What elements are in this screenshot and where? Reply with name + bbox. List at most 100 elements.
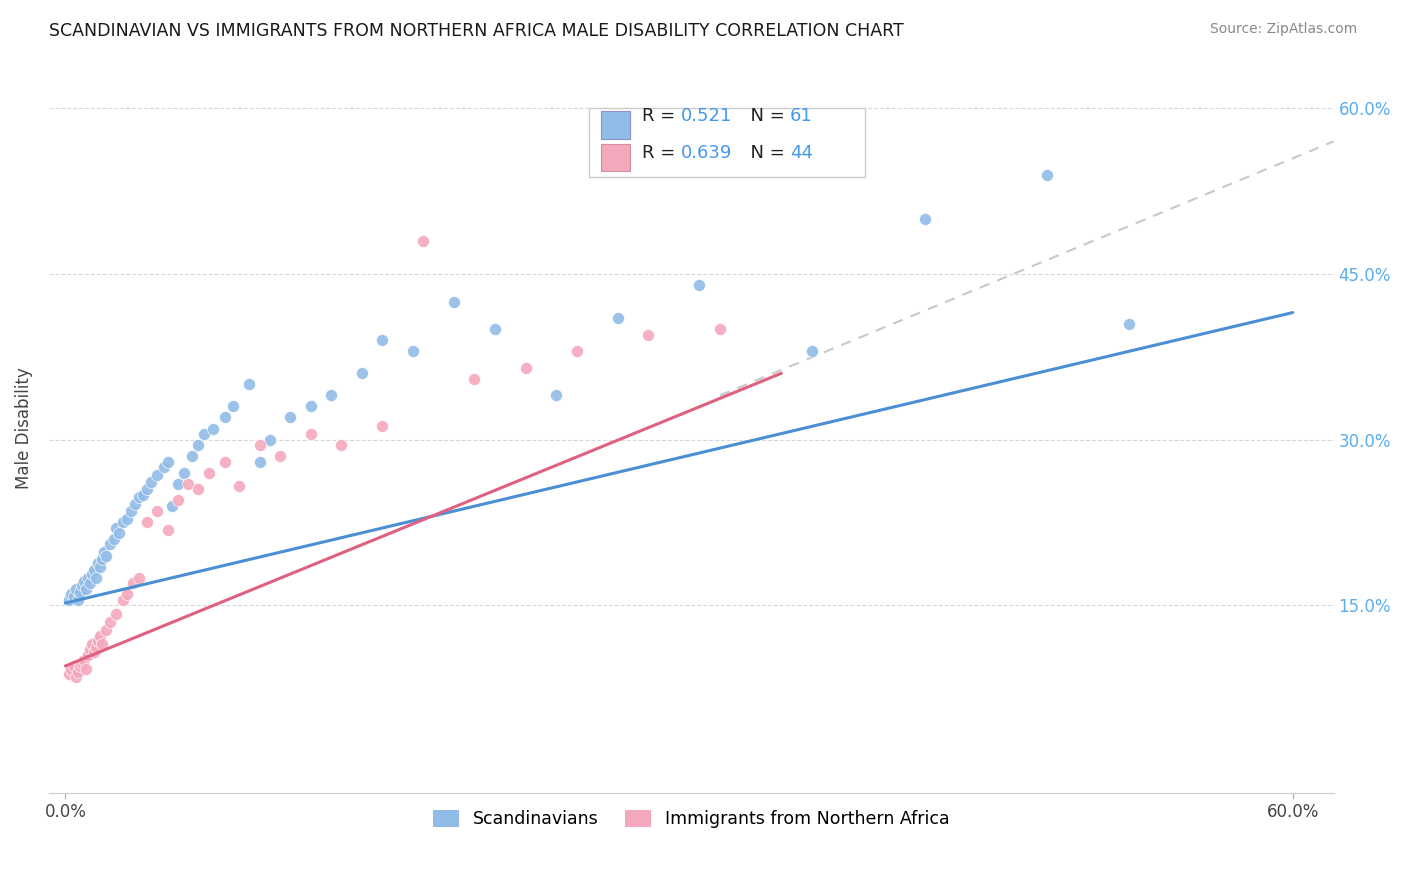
Point — [115, 512, 138, 526]
Point — [689, 277, 711, 292]
Point — [120, 504, 142, 518]
Text: R =: R = — [643, 145, 682, 162]
Point — [136, 483, 159, 497]
Point — [96, 623, 118, 637]
Point — [156, 523, 179, 537]
Point — [546, 388, 568, 402]
Point — [515, 360, 537, 375]
Point — [66, 592, 89, 607]
Point — [62, 659, 84, 673]
Point — [280, 410, 302, 425]
Point — [201, 421, 224, 435]
Point — [87, 556, 110, 570]
Point — [177, 476, 200, 491]
Point — [111, 516, 134, 530]
Point — [58, 592, 80, 607]
Point — [80, 567, 103, 582]
Point — [152, 460, 174, 475]
Point — [128, 490, 150, 504]
Point — [187, 438, 209, 452]
Point — [249, 455, 271, 469]
Point — [214, 410, 236, 425]
Point — [69, 585, 91, 599]
Point — [60, 662, 83, 676]
Point — [181, 449, 204, 463]
Point — [187, 483, 209, 497]
Point — [79, 642, 101, 657]
Point — [228, 479, 250, 493]
Point — [80, 637, 103, 651]
Point — [146, 504, 169, 518]
FancyBboxPatch shape — [589, 108, 865, 177]
Point — [107, 526, 129, 541]
Point — [115, 587, 138, 601]
FancyBboxPatch shape — [602, 144, 630, 171]
Text: Source: ZipAtlas.com: Source: ZipAtlas.com — [1209, 22, 1357, 37]
Point — [222, 400, 245, 414]
Text: 61: 61 — [790, 106, 813, 125]
Point — [160, 499, 183, 513]
Point — [484, 322, 506, 336]
Point — [801, 344, 824, 359]
Text: R =: R = — [643, 106, 682, 125]
Point — [73, 653, 96, 667]
Point — [83, 563, 105, 577]
Point — [166, 476, 188, 491]
Point — [412, 234, 434, 248]
Point — [214, 455, 236, 469]
Point — [299, 400, 322, 414]
Point — [350, 367, 373, 381]
Point — [98, 537, 121, 551]
Point — [141, 475, 163, 489]
Point — [238, 377, 260, 392]
Point — [565, 344, 588, 359]
Point — [709, 322, 731, 336]
Point — [1036, 168, 1059, 182]
Point — [83, 645, 105, 659]
Point — [166, 493, 188, 508]
Point — [60, 587, 83, 601]
Point — [84, 640, 107, 655]
Point — [193, 427, 215, 442]
Point — [70, 578, 93, 592]
Point — [62, 590, 84, 604]
Point — [69, 659, 91, 673]
Point — [443, 294, 465, 309]
Point — [98, 615, 121, 629]
Point — [371, 419, 394, 434]
Point — [259, 433, 281, 447]
Point — [75, 582, 97, 596]
Y-axis label: Male Disability: Male Disability — [15, 368, 32, 490]
Point — [371, 333, 394, 347]
Point — [79, 576, 101, 591]
Point — [197, 466, 219, 480]
Point — [73, 574, 96, 588]
Point — [111, 592, 134, 607]
Point — [156, 455, 179, 469]
Point — [76, 571, 98, 585]
Point — [89, 559, 111, 574]
Point — [914, 211, 936, 226]
Text: SCANDINAVIAN VS IMMIGRANTS FROM NORTHERN AFRICA MALE DISABILITY CORRELATION CHAR: SCANDINAVIAN VS IMMIGRANTS FROM NORTHERN… — [49, 22, 904, 40]
Point — [321, 388, 343, 402]
Point — [299, 427, 322, 442]
Point — [76, 648, 98, 662]
Point — [124, 497, 146, 511]
Point — [105, 521, 128, 535]
Point — [249, 438, 271, 452]
Point — [103, 532, 125, 546]
Text: 44: 44 — [790, 145, 813, 162]
Point — [91, 637, 114, 651]
Point — [89, 629, 111, 643]
Point — [463, 372, 485, 386]
FancyBboxPatch shape — [602, 112, 630, 139]
Point — [70, 656, 93, 670]
Point — [66, 665, 89, 679]
Point — [136, 516, 159, 530]
Legend: Scandinavians, Immigrants from Northern Africa: Scandinavians, Immigrants from Northern … — [426, 803, 956, 835]
Point — [121, 576, 143, 591]
Point — [87, 633, 110, 648]
Text: N =: N = — [738, 145, 790, 162]
Text: 0.521: 0.521 — [681, 106, 733, 125]
Point — [96, 549, 118, 563]
